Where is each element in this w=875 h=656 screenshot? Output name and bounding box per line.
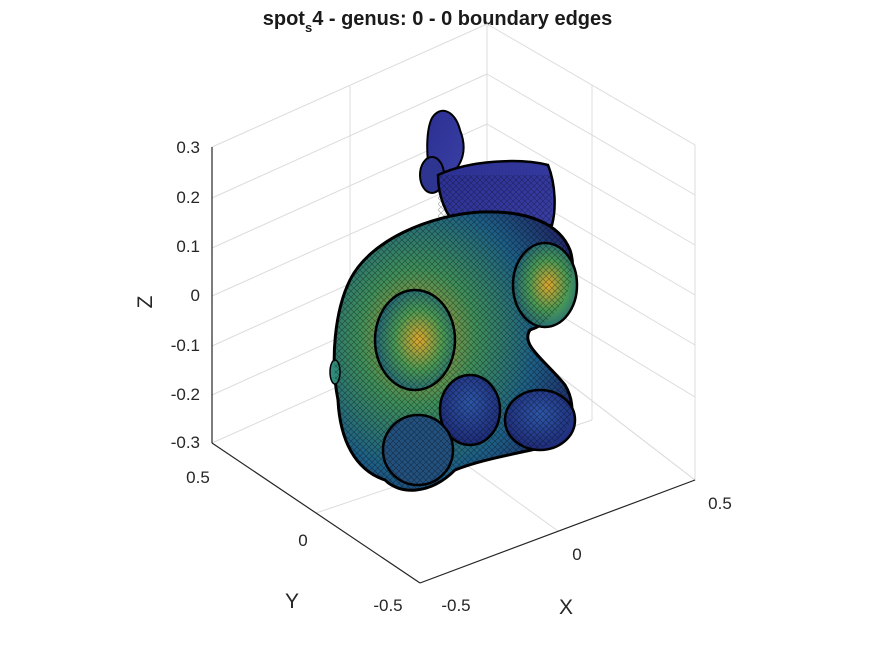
z-tick-label: 0.2 — [176, 188, 200, 207]
z-axis-ticks: 0.3 0.2 0.1 0 -0.1 -0.2 -0.3 — [171, 138, 200, 452]
x-axis-ticks: -0.5 0 0.5 — [441, 494, 731, 615]
z-tick-label: 0 — [191, 286, 200, 305]
y-tick-label: 0 — [298, 531, 307, 550]
y-axis-ticks: 0.5 0 -0.5 — [186, 468, 402, 615]
title-suffix: 4 - genus: 0 - 0 boundary edges — [312, 8, 613, 30]
plot-title: spots4 - genus: 0 - 0 boundary edges — [0, 8, 875, 35]
mesh-surface — [329, 109, 579, 492]
y-axis-label: Y — [285, 590, 299, 613]
z-tick-label: 0.1 — [176, 237, 200, 256]
y-tick-label: -0.5 — [373, 596, 402, 615]
x-tick-label: 0.5 — [708, 494, 732, 513]
y-tick-label: 0.5 — [186, 468, 210, 487]
x-axis-label: X — [559, 596, 573, 619]
title-prefix: spot — [262, 8, 305, 30]
axis-lines — [211, 147, 696, 584]
z-tick-label: 0.3 — [176, 138, 200, 157]
z-tick-label: -0.2 — [171, 385, 200, 404]
title-subscript: s — [304, 20, 313, 35]
z-axis-label: Z — [134, 295, 157, 308]
x-tick-label: -0.5 — [441, 596, 470, 615]
z-tick-label: -0.1 — [171, 336, 200, 355]
z-tick-label: -0.3 — [171, 433, 200, 452]
x-tick-label: 0 — [572, 545, 581, 564]
